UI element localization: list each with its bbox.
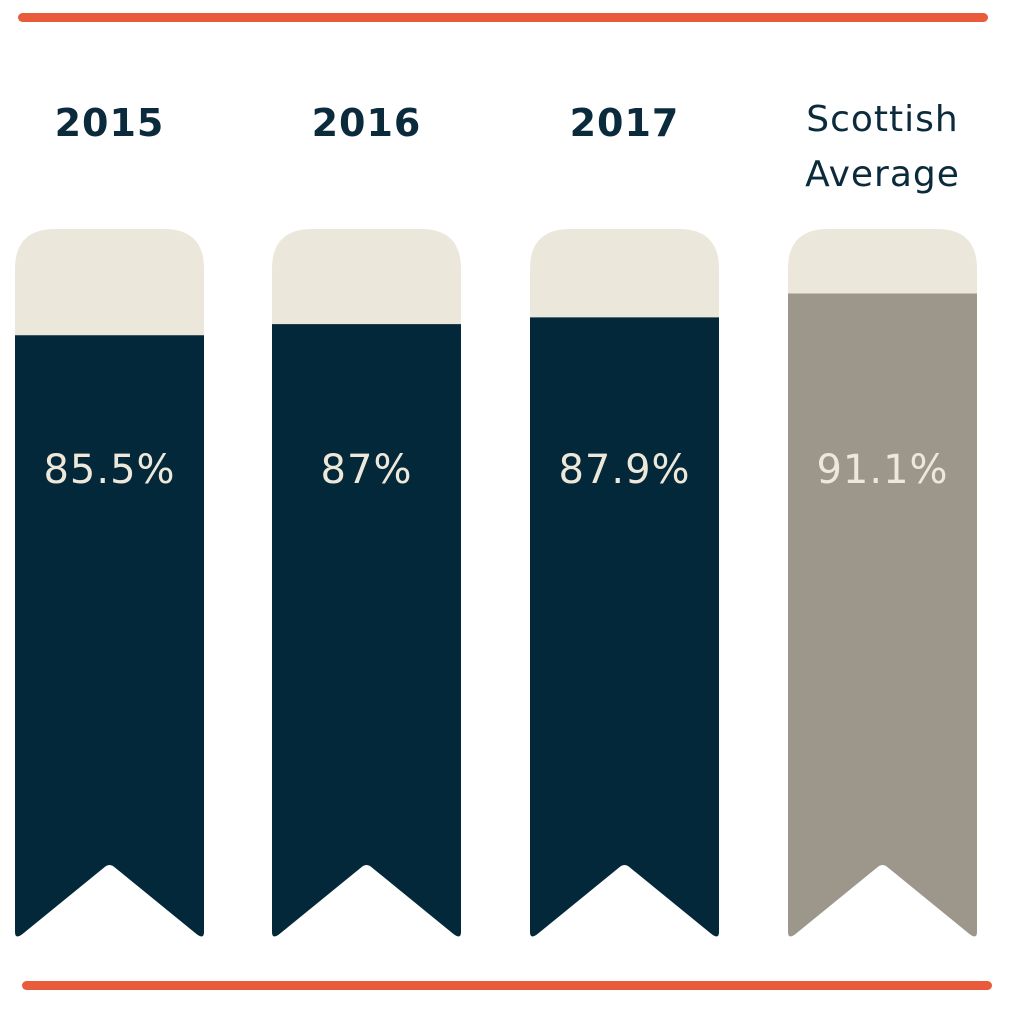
bars <box>15 229 977 937</box>
value-label-2015: 85.5% <box>43 447 175 493</box>
value-labels: 85.5% 87% 87.9% 91.1% <box>43 447 948 493</box>
category-label-scottish-average-line-2: Average <box>805 154 960 195</box>
category-label-scottish-average-line-1: Scottish <box>806 99 958 140</box>
bar-2015 <box>15 335 204 937</box>
category-labels: 2015 2016 2017 Scottish Average <box>55 99 960 195</box>
value-label-2017: 87.9% <box>558 447 690 493</box>
category-label-2016: 2016 <box>312 101 422 145</box>
category-label-2017: 2017 <box>570 101 680 145</box>
value-label-2016: 87% <box>321 447 413 493</box>
bar-2017 <box>530 317 719 937</box>
bottom-divider <box>22 981 992 990</box>
bar-scottish-average <box>788 293 977 937</box>
bar-2016 <box>272 324 461 937</box>
value-label-scottish-average: 91.1% <box>816 447 948 493</box>
category-label-2015: 2015 <box>55 101 165 145</box>
top-divider <box>18 13 988 22</box>
bar-track-2015 <box>15 229 204 360</box>
